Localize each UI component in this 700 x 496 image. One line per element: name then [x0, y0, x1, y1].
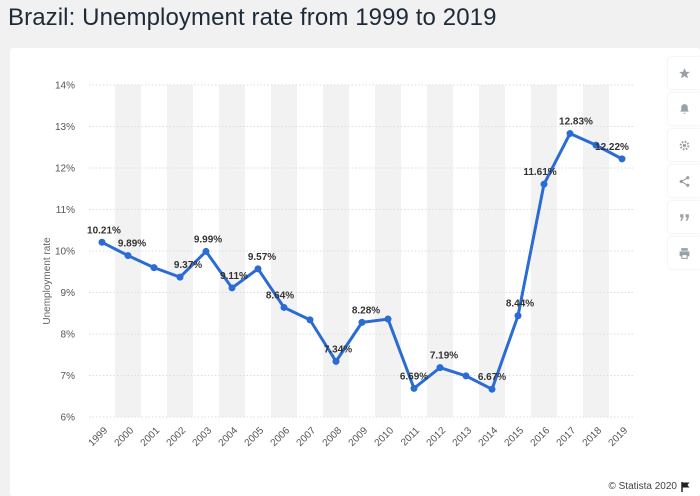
data-label-2014: 6.67% [478, 372, 506, 383]
data-label-2019: 12.22% [595, 142, 629, 153]
statista-credit[interactable]: © Statista 2020 [608, 481, 690, 492]
y-axis-ticks: 6% 7% 8% 9% 10% 11% 12% 13% 14% [55, 81, 75, 424]
x-tick-label: 2013 [451, 425, 475, 449]
unemployment-line-chart: 6% 7% 8% 9% 10% 11% 12% 13% 14% 1999 2000 2001 2002… [42, 81, 635, 449]
y-tick-label: 8% [61, 330, 76, 341]
x-tick-label: 2007 [295, 425, 319, 449]
data-point-2018[interactable] [592, 141, 600, 149]
data-point-2017[interactable] [566, 130, 574, 138]
data-point-2009[interactable] [358, 318, 366, 326]
y-tick-label: 11% [56, 205, 75, 216]
data-label-2006: 8.64% [266, 290, 294, 301]
chart-toolbar [668, 57, 700, 273]
data-label-2015: 8.44% [506, 299, 534, 310]
data-point-2002[interactable] [176, 273, 184, 281]
data-point-2007[interactable] [306, 316, 314, 324]
favorite-button[interactable] [668, 57, 700, 89]
y-tick-label: 6% [61, 413, 76, 424]
data-label-2012: 7.19% [430, 351, 458, 362]
y-tick-label: 14% [55, 81, 75, 92]
x-tick-label: 2000 [113, 425, 137, 449]
share-button[interactable] [668, 165, 700, 197]
chart-card: 6% 7% 8% 9% 10% 11% 12% 13% 14% 1999 2000 2001 2002… [10, 48, 700, 496]
y-tick-label: 12% [55, 164, 75, 175]
x-tick-label: 2008 [321, 425, 345, 449]
print-icon [679, 247, 689, 259]
data-point-2006[interactable] [280, 303, 288, 311]
data-point-2011[interactable] [410, 384, 418, 392]
credit-text: © Statista 2020 [608, 481, 677, 492]
data-point-2008[interactable] [332, 357, 340, 365]
series-points [98, 130, 626, 393]
bell-icon [679, 103, 689, 114]
star-icon [678, 67, 690, 78]
data-point-2012[interactable] [436, 364, 444, 372]
data-point-2001[interactable] [150, 264, 158, 272]
y-tick-label: 7% [61, 371, 76, 382]
data-point-2010[interactable] [384, 315, 392, 323]
x-tick-label: 2014 [477, 425, 501, 449]
data-label-2009: 8.28% [352, 305, 380, 316]
x-tick-label: 2016 [529, 425, 553, 449]
data-label-2002: 9.37% [174, 260, 202, 271]
x-tick-label: 2006 [269, 425, 293, 449]
settings-button[interactable] [668, 129, 700, 161]
gridlines [89, 84, 635, 418]
data-point-2014[interactable] [488, 385, 496, 393]
x-tick-label: 2015 [503, 425, 527, 449]
x-axis-ticks: 1999 2000 2001 2002 2003 2004 2005 2006 2007 2008… [87, 425, 631, 449]
data-label-2017: 12.83% [559, 117, 593, 128]
y-axis-title: Unemployment rate [42, 237, 53, 325]
x-tick-label: 2002 [165, 425, 189, 449]
page-title: Brazil: Unemployment rate from 1999 to 2… [8, 4, 497, 31]
data-label-2000: 9.89% [118, 239, 146, 250]
print-button[interactable] [668, 237, 700, 269]
gear-icon [679, 140, 689, 150]
data-point-2005[interactable] [254, 265, 262, 273]
flag-icon [681, 481, 690, 492]
share-icon [679, 175, 689, 187]
data-label-2003: 9.99% [194, 234, 222, 245]
x-tick-label: 2010 [373, 425, 397, 449]
data-point-1999[interactable] [98, 238, 106, 246]
x-tick-label: 2018 [581, 425, 605, 449]
data-point-2003[interactable] [202, 247, 210, 255]
x-tick-label: 2012 [425, 425, 449, 449]
data-label-2005: 9.57% [248, 252, 276, 263]
x-tick-label: 2005 [243, 425, 267, 449]
x-tick-label: 2004 [217, 425, 241, 449]
data-point-2013[interactable] [462, 372, 470, 380]
data-label-2004: 9.11% [220, 271, 248, 282]
y-tick-label: 10% [55, 247, 75, 258]
x-tick-label: 1999 [87, 425, 111, 449]
data-labels: 10.21% 9.89% 9.37% 9.99% 9.11%9.57% 8.64% 7.34… [87, 117, 629, 384]
y-tick-label: 13% [55, 122, 75, 133]
data-point-2019[interactable] [618, 155, 626, 163]
data-label-1999: 10.21% [87, 225, 121, 236]
y-tick-label: 9% [61, 288, 76, 299]
data-point-2015[interactable] [514, 312, 522, 320]
data-label-2016: 11.61% [523, 167, 556, 178]
cite-button[interactable] [668, 201, 700, 233]
x-tick-label: 2011 [399, 425, 422, 448]
data-point-2000[interactable] [124, 252, 132, 260]
data-label-2011: 6.69% [400, 371, 428, 382]
data-point-2004[interactable] [228, 284, 236, 292]
x-tick-label: 2001 [139, 425, 163, 449]
x-tick-label: 2019 [607, 425, 631, 449]
data-point-2016[interactable] [540, 180, 548, 188]
x-tick-label: 2017 [555, 425, 579, 449]
quote-icon [679, 213, 689, 221]
data-label-2008: 7.34% [324, 344, 352, 355]
notification-button[interactable] [668, 93, 700, 125]
x-tick-label: 2009 [347, 425, 371, 449]
x-tick-label: 2003 [191, 425, 215, 449]
